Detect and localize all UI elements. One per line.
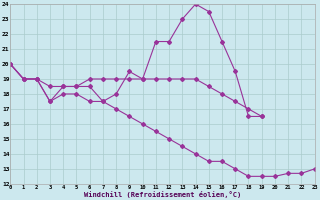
X-axis label: Windchill (Refroidissement éolien,°C): Windchill (Refroidissement éolien,°C) [84, 191, 241, 198]
